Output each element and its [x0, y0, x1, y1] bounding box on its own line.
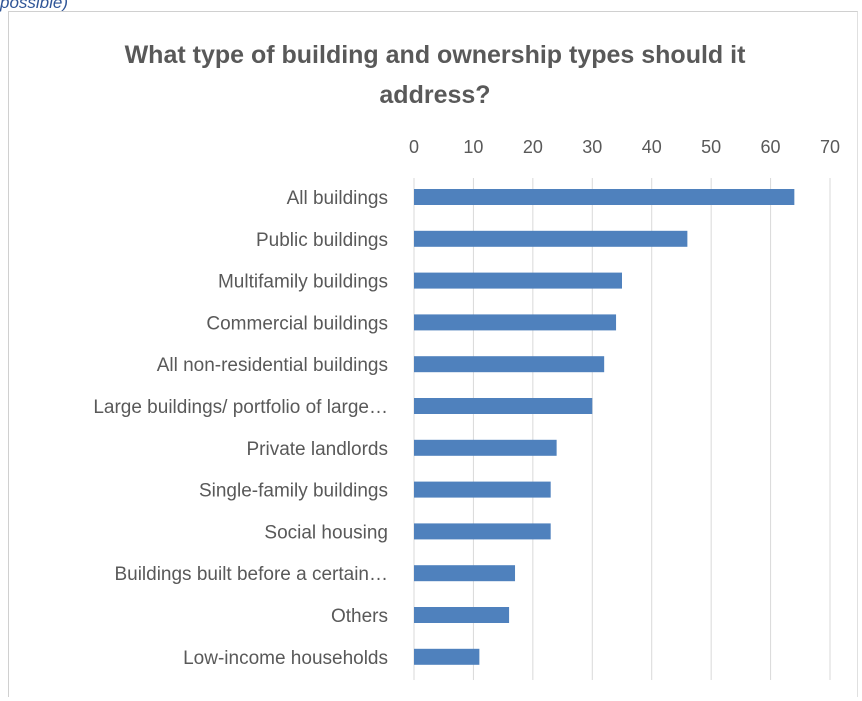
- category-label-8: Social housing: [264, 522, 388, 543]
- category-label-2: Multifamily buildings: [218, 272, 388, 293]
- chart-title: What type of building and ownership type…: [124, 41, 746, 109]
- category-labels: All buildings Public buildings Multifamily…: [93, 188, 388, 669]
- category-label-6: Private landlords: [246, 439, 388, 460]
- bar-8: [414, 523, 551, 540]
- bar-10: [414, 607, 510, 623]
- bar-2: [414, 272, 622, 289]
- x-tick-label-10: 10: [463, 137, 483, 157]
- category-label-7: Single-family buildings: [199, 481, 388, 502]
- x-tick-label-20: 20: [523, 137, 543, 157]
- bar-0: [414, 189, 795, 205]
- bar-6: [414, 439, 557, 456]
- bars: [414, 189, 795, 665]
- category-label-11: Low-income households: [183, 648, 388, 669]
- bar-3: [414, 314, 617, 331]
- bar-11: [414, 648, 480, 665]
- figure-caption: possible): [0, 0, 69, 12]
- x-tick-label-0: 0: [409, 137, 419, 157]
- x-tick-label-60: 60: [761, 137, 781, 157]
- x-tick-label-70: 70: [820, 137, 840, 157]
- category-label-10: Others: [331, 606, 388, 627]
- category-label-1: Public buildings: [256, 230, 388, 251]
- gridlines: [413, 178, 831, 680]
- x-axis-ticks: 0 10 20 30 40 50 60 70: [409, 137, 840, 157]
- category-label-9: Buildings built before a certain…: [114, 564, 388, 585]
- x-tick-label-50: 50: [701, 137, 721, 157]
- chart-frame: [8, 11, 858, 697]
- x-tick-label-40: 40: [642, 137, 662, 157]
- bar-5: [414, 398, 593, 414]
- category-label-0: All buildings: [287, 188, 388, 209]
- category-label-3: Commercial buildings: [206, 313, 388, 334]
- x-tick-label-30: 30: [582, 137, 602, 157]
- bar-1: [414, 230, 688, 247]
- bar-9: [414, 565, 516, 582]
- bar-7: [414, 481, 551, 498]
- bar-4: [414, 356, 605, 373]
- category-label-4: All non-residential buildings: [157, 355, 388, 376]
- category-label-5: Large buildings/ portfolio of large…: [93, 397, 388, 418]
